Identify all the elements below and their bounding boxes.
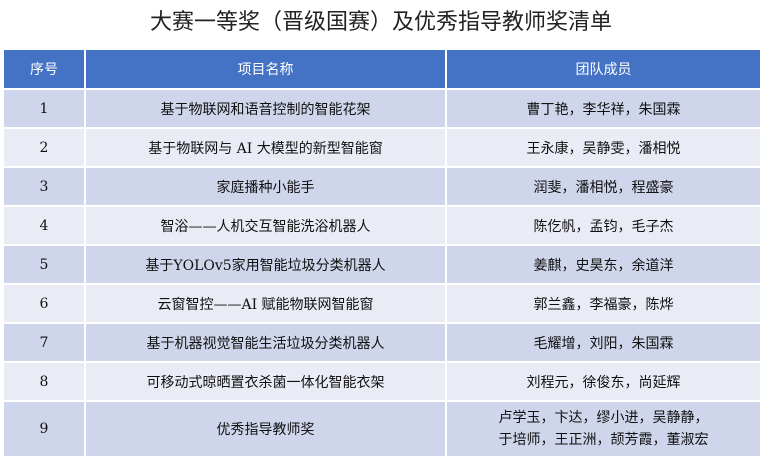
table-row: 8 可移动式晾晒置衣杀菌一体化智能衣架 刘程元，徐俊东，尚延辉 xyxy=(2,361,762,402)
table-row: 6 云窗智控——AI 赋能物联网智能窗 郭兰鑫，李福豪，陈烨 xyxy=(2,283,762,324)
table-cell: 优秀指导教师奖 xyxy=(84,400,447,458)
table-cell: 基于物联网和语音控制的智能花架 xyxy=(84,88,447,129)
table-cell: 6 xyxy=(2,283,86,324)
table-cell: 基于物联网与 AI 大模型的新型智能窗 xyxy=(84,127,447,168)
table-cell: 1 xyxy=(2,88,86,129)
table-cell: 智浴——人机交互智能洗浴机器人 xyxy=(84,205,447,246)
table: 序号 项目名称 团队成员 1 基于物联网和语音控制的智能花架 曹丁艳，李华祥，朱国霖 2 基… xyxy=(2,48,762,458)
header-row: 序号 项目名称 团队成员 xyxy=(2,48,762,90)
table-cell: 郭兰鑫，李福豪，陈烨 xyxy=(445,283,762,324)
column-header: 团队成员 xyxy=(445,48,762,90)
table-cell: 8 xyxy=(2,361,86,402)
cell-line: 于培师，王正洲，颉芳霞，董淑宏 xyxy=(498,432,709,448)
table-cell: 5 xyxy=(2,244,86,285)
table-cell: 7 xyxy=(2,322,86,363)
table-row: 3 家庭播种小能手 润斐，潘相悦，程盛豪 xyxy=(2,166,762,207)
table-cell: 王永康，吴静雯，潘相悦 xyxy=(445,127,762,168)
table-row: 2 基于物联网与 AI 大模型的新型智能窗 王永康，吴静雯，潘相悦 xyxy=(2,127,762,168)
table-row: 9 优秀指导教师奖 卢学玉，卞达，缪小进，吴静静， 于培师，王正洲，颉芳霞，董淑宏 xyxy=(2,400,762,458)
title: 大赛一等奖（晋级国赛）及优秀指导教师奖清单 xyxy=(149,10,612,35)
table-cell: 2 xyxy=(2,127,86,168)
table-row: 4 智浴——人机交互智能洗浴机器人 陈仡帆，孟钧，毛子杰 xyxy=(2,205,762,246)
table-cell: 曹丁艳，李华祥，朱国霖 xyxy=(445,88,762,129)
table-cell: 4 xyxy=(2,205,86,246)
table-cell: 3 xyxy=(2,166,86,207)
table-cell: 云窗智控——AI 赋能物联网智能窗 xyxy=(84,283,447,324)
table-cell: 刘程元，徐俊东，尚延辉 xyxy=(445,361,762,402)
table-cell: 基于YOLOv5家用智能垃圾分类机器人 xyxy=(84,244,447,285)
table-cell: 基于机器视觉智能生活垃圾分类机器人 xyxy=(84,322,447,363)
table-cell: 卢学玉，卞达，缪小进，吴静静， 于培师，王正洲，颉芳霞，董淑宏 xyxy=(445,400,762,458)
table-cell: 姜麒，史昊东，余道洋 xyxy=(445,244,762,285)
table-cell: 家庭播种小能手 xyxy=(84,166,447,207)
table-row: 5 基于YOLOv5家用智能垃圾分类机器人 姜麒，史昊东，余道洋 xyxy=(2,244,762,285)
column-header: 序号 xyxy=(2,48,86,90)
table-cell: 9 xyxy=(2,400,86,458)
column-header: 项目名称 xyxy=(84,48,447,90)
table-row: 1 基于物联网和语音控制的智能花架 曹丁艳，李华祥，朱国霖 xyxy=(2,88,762,129)
cell-line: 卢学玉，卞达，缪小进，吴静静， xyxy=(498,410,709,426)
table-cell: 陈仡帆，孟钧，毛子杰 xyxy=(445,205,762,246)
table-cell: 可移动式晾晒置衣杀菌一体化智能衣架 xyxy=(84,361,447,402)
table-cell: 毛耀增，刘阳，朱国霖 xyxy=(445,322,762,363)
table-row: 7 基于机器视觉智能生活垃圾分类机器人 毛耀增，刘阳，朱国霖 xyxy=(2,322,762,363)
table-cell: 润斐，潘相悦，程盛豪 xyxy=(445,166,762,207)
